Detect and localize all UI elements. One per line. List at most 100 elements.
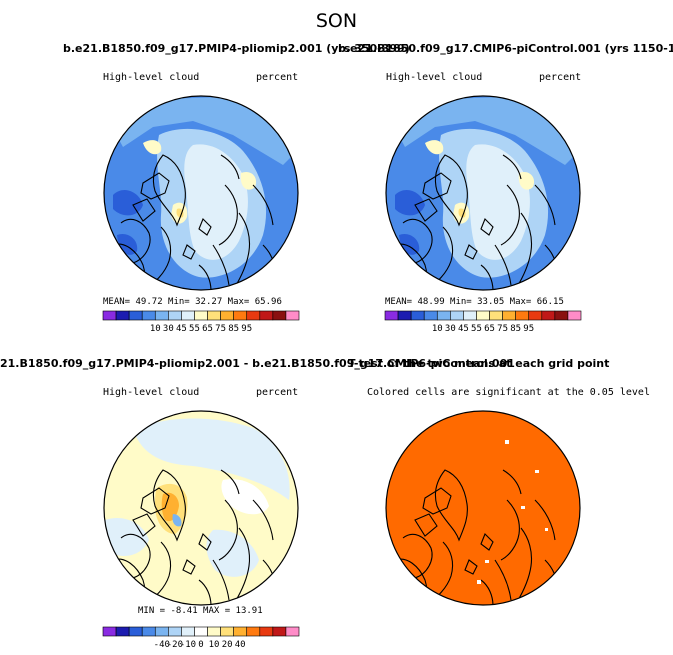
panel3-colorbar-swatch-14 (285, 626, 300, 637)
panel3-colorbar-swatch-9 (220, 626, 234, 637)
panel1-field (104, 96, 298, 290)
panel3-colorbar-swatch-10 (233, 626, 248, 637)
panel3-coastline-7 (212, 559, 230, 601)
panel3-coastline-0 (152, 469, 186, 542)
panel1-coastline-14 (198, 264, 212, 290)
panel2-colorbar-swatch-2 (410, 310, 425, 321)
panel2-coastline-1 (422, 172, 452, 200)
panel1-max-label: Max= (227, 297, 250, 307)
panel2-field (386, 96, 580, 290)
panel3-field (104, 411, 298, 605)
panel1-colorbar-tick-7: 95 (241, 324, 252, 334)
panel3-colorbar-tick-2: -10 (180, 640, 196, 650)
panel3-colorbar-swatch-3 (141, 626, 156, 637)
panel1-contour-3 (184, 144, 248, 260)
panel1-colorbar-swatch-7 (194, 310, 208, 321)
panel2-coastline-7 (494, 244, 512, 286)
panel1-colorbar-swatch-9 (220, 310, 234, 321)
panel1-coastline-9 (252, 184, 274, 226)
panel2-colorbar-swatch-10 (515, 310, 530, 321)
panel1-coastline-8 (234, 212, 251, 288)
panel3-contour-7 (172, 514, 182, 527)
panel3-colorbar-swatch-7 (194, 626, 208, 637)
panel1-contour-1 (111, 97, 293, 165)
panel2-coastlines (394, 154, 558, 290)
panel4-contour-1 (505, 440, 509, 444)
panel4-coastline-2 (414, 513, 438, 537)
panel1-colorbar-tick-0: 10 (150, 324, 161, 334)
panel2-coastline-2 (414, 198, 438, 222)
panel2-stats: MEAN= 48.99 Min= 33.05 Max= 66.15 (385, 297, 564, 307)
panel3-coastline-2 (132, 513, 156, 537)
panel1-colorbar-swatch-0 (102, 310, 117, 321)
panel1-coastline-6 (218, 184, 238, 246)
panel2-coastline-10 (502, 154, 522, 180)
panel2-variable-label: High-level cloud (386, 72, 483, 83)
panel1-coastline-11 (198, 218, 212, 236)
panel4-contour-5 (477, 580, 481, 584)
panel3-coastline-11 (198, 533, 212, 551)
panel3-colorbar-swatch-2 (128, 626, 143, 637)
panel4-coastline-6 (500, 499, 520, 561)
panel3-colorbar-swatch-5 (168, 626, 182, 637)
panel2-min-label: Min= (450, 297, 472, 307)
panel2-mean-label: MEAN= (385, 297, 413, 307)
panel2-coastline-3 (402, 218, 433, 264)
panel1-boundary (103, 95, 299, 291)
panel4-coastline-1 (422, 487, 452, 515)
panel3-colorbar-tick-4: 10 (209, 640, 220, 650)
panel1-min-label: Min= (168, 297, 190, 307)
panel1-colorbar-tick-3: 55 (189, 324, 200, 334)
panel2-colorbar-tick-3: 55 (471, 324, 482, 334)
panel3-coastline-1 (140, 487, 170, 515)
season-title: SON (315, 10, 358, 32)
panel1-contour-4 (240, 171, 257, 190)
panel2-colorbar-swatch-4 (436, 310, 451, 321)
panel2-colorbar-swatch-9 (502, 310, 516, 321)
panel2-colorbar-tick-6: 85 (510, 324, 521, 334)
panel2-coastline-11 (480, 218, 494, 236)
panel2-colorbar-tick-5: 75 (497, 324, 508, 334)
panel3-variable-label: High-level cloud (103, 387, 200, 398)
panel3-contour-1 (133, 418, 290, 500)
panel2-colorbar: 10 30 45 55 65 75 85 95 (384, 310, 582, 334)
panel3-colorbar-tick-6: 40 (235, 640, 246, 650)
panel1-colorbar: 10 30 45 55 65 75 85 95 (102, 310, 300, 334)
panel2-colorbar-tick-2: 45 (458, 324, 469, 334)
panel4-contour-2 (535, 470, 539, 473)
panel4-boundary (385, 410, 581, 606)
panel2-colorbar-swatch-3 (423, 310, 438, 321)
panel2-contour-4 (518, 171, 535, 190)
panel3-coastline-3 (120, 533, 151, 579)
panel3-coastline-14 (198, 579, 212, 605)
panel2-boundary (385, 95, 581, 291)
panel3-colorbar-swatch-8 (207, 626, 221, 637)
panel3-coastline-8 (234, 527, 251, 603)
panel2-max-label: Max= (509, 297, 532, 307)
panel1-colorbar-swatch-3 (141, 310, 156, 321)
panel3-colorbar-swatch-0 (102, 626, 117, 637)
left-case-title: b.e21.B1850.f09_g17.PMIP4-pliomip2.001 (… (63, 42, 410, 55)
panel3-boundary (103, 410, 299, 606)
panel1-stats: MEAN= 49.72 Min= 32.27 Max= 65.96 (103, 297, 282, 307)
panel2-coastline-6 (500, 184, 520, 246)
panel2-mean-value: 48.99 (417, 297, 445, 307)
panel1-colorbar-tick-5: 75 (215, 324, 226, 334)
panel1-contour-7 (143, 140, 162, 155)
panel1-mean-value: 49.72 (135, 297, 163, 307)
panel1-colorbar-swatch-14 (285, 310, 300, 321)
panel3-coastline-10 (220, 469, 240, 495)
panel4-contour-4 (545, 528, 548, 531)
panel2-min-value: 33.05 (477, 297, 505, 307)
panel2-coastline-0 (434, 154, 468, 227)
panel1-colorbar-swatch-6 (181, 310, 195, 321)
panel1-colorbar-tick-1: 30 (163, 324, 174, 334)
panel4-coastline-0 (434, 469, 468, 542)
panel3-min-label: MIN = (138, 606, 166, 616)
panel1-variable-label: High-level cloud (103, 72, 200, 83)
panel2-contour-1 (393, 97, 575, 165)
panel3-colorbar: -40-20-10 0 10 20 40 (102, 626, 300, 650)
panel3-colorbar-swatch-6 (181, 626, 195, 637)
panel1-max-value: 65.96 (254, 297, 282, 307)
panel3-colorbar-swatch-13 (272, 626, 287, 637)
